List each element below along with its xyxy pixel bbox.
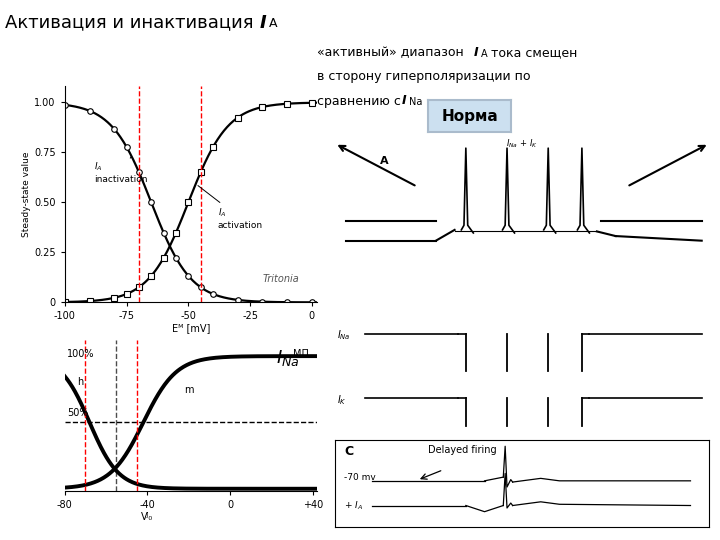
- Text: 100%: 100%: [67, 349, 94, 360]
- Text: + $I_A$: + $I_A$: [344, 500, 363, 512]
- Text: $I_{Na}$: $I_{Na}$: [276, 348, 300, 368]
- Text: Tritonia: Tritonia: [263, 274, 300, 285]
- Text: Delayed firing: Delayed firing: [428, 445, 497, 455]
- Text: тока смещен: тока смещен: [487, 46, 577, 59]
- X-axis label: Eᴹ [mV]: Eᴹ [mV]: [171, 323, 210, 333]
- Text: $I_A$
activation: $I_A$ activation: [198, 186, 263, 230]
- Text: $I_K$: $I_K$: [337, 393, 346, 407]
- Text: «активный» диапазон: «активный» диапазон: [317, 46, 467, 59]
- Text: $I_{Na}$ + $I_K$: $I_{Na}$ + $I_K$: [506, 138, 538, 150]
- Text: A: A: [269, 17, 278, 30]
- Text: h: h: [77, 377, 84, 387]
- Text: сравнению с: сравнению с: [317, 94, 405, 107]
- Text: 50%: 50%: [67, 408, 89, 418]
- Y-axis label: Steady-state value: Steady-state value: [22, 152, 32, 237]
- Text: I: I: [259, 14, 266, 31]
- Text: МП: МП: [292, 349, 309, 360]
- Text: в сторону гиперполяризации по: в сторону гиперполяризации по: [317, 70, 531, 83]
- Text: A: A: [379, 156, 388, 166]
- Text: $I_A$
inactivation: $I_A$ inactivation: [94, 156, 148, 184]
- Text: I: I: [402, 94, 406, 107]
- Text: Na: Na: [409, 97, 423, 107]
- Text: C: C: [344, 445, 354, 458]
- Text: I: I: [474, 46, 478, 59]
- Text: m: m: [184, 385, 194, 395]
- Text: Активация и инактивация: Активация и инактивация: [5, 14, 259, 31]
- Text: $I_{Na}$: $I_{Na}$: [337, 329, 351, 342]
- Text: -70 mv: -70 mv: [344, 472, 376, 482]
- Text: Норма: Норма: [441, 109, 498, 124]
- Text: A: A: [481, 49, 487, 59]
